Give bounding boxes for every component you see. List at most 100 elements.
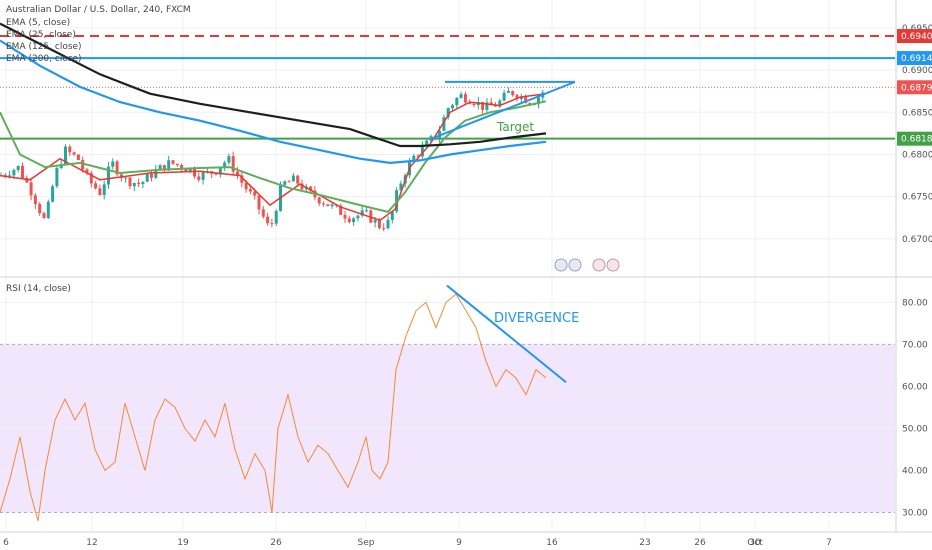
candle-body bbox=[412, 155, 416, 161]
legend-ema125[interactable]: EMA (125, close) bbox=[6, 42, 82, 52]
rsi-tick-label: 70.00 bbox=[902, 340, 928, 350]
rsi-line bbox=[0, 293, 547, 522]
candle-body bbox=[446, 108, 450, 118]
candle-body bbox=[85, 169, 89, 174]
price-label-bg bbox=[897, 131, 932, 146]
candle-body bbox=[68, 146, 72, 153]
rsi-tick-label: 50.00 bbox=[902, 424, 928, 434]
candle-body bbox=[442, 117, 446, 131]
candle-body bbox=[537, 97, 540, 105]
ema-line bbox=[0, 100, 547, 214]
divergence-annotation: DIVERGENCE bbox=[494, 311, 579, 326]
candle-body bbox=[188, 168, 192, 172]
legend-ema5[interactable]: EMA (5, close) bbox=[6, 18, 70, 28]
candle-body bbox=[300, 183, 304, 190]
rsi-grid bbox=[0, 301, 895, 514]
candle-body bbox=[274, 210, 278, 224]
price-label: 0.69142 bbox=[901, 54, 932, 64]
price-label: 0.69403 bbox=[901, 32, 932, 42]
event-flag-icon[interactable] bbox=[554, 258, 568, 272]
candle-body bbox=[42, 213, 46, 218]
candle-body bbox=[309, 186, 313, 191]
candle-body bbox=[128, 177, 132, 187]
candle-body bbox=[115, 161, 119, 175]
rsi-tick-label: 80.00 bbox=[902, 298, 928, 308]
rsi-panel[interactable]: DIVERGENCE RSI (14, close) 30.00 40.00 50.… bbox=[0, 284, 928, 522]
candle-body bbox=[261, 209, 265, 217]
candle-body bbox=[132, 182, 136, 187]
divergence-trendline bbox=[446, 284, 567, 384]
legend-ema25[interactable]: EMA (25, close) bbox=[6, 30, 76, 40]
candle-body bbox=[502, 92, 506, 101]
candle-body bbox=[253, 191, 257, 196]
candle-body bbox=[519, 96, 523, 100]
target-annotation: Target bbox=[496, 120, 534, 134]
triangle-bottom-line bbox=[429, 80, 576, 141]
candle-body bbox=[76, 154, 80, 161]
candle-body bbox=[8, 175, 12, 177]
triangle-pattern bbox=[429, 80, 576, 141]
rsi-legend[interactable]: RSI (14, close) bbox=[6, 284, 71, 294]
candle-body bbox=[481, 101, 485, 110]
candle-body bbox=[236, 171, 239, 176]
candle-body bbox=[472, 103, 476, 106]
candle-body bbox=[107, 166, 110, 185]
time-tick-label: 12 bbox=[86, 538, 97, 548]
event-flag-icon[interactable] bbox=[606, 258, 620, 272]
candle-body bbox=[322, 203, 325, 205]
time-tick-label: 23 bbox=[639, 538, 650, 548]
candle-body bbox=[29, 182, 33, 196]
candle-body bbox=[72, 152, 76, 155]
candle-body bbox=[506, 91, 510, 93]
candle-body bbox=[240, 175, 244, 183]
candle-body bbox=[171, 160, 175, 164]
time-tick-label: Oct bbox=[747, 538, 763, 548]
candle-body bbox=[365, 210, 368, 212]
candle-body bbox=[21, 165, 24, 178]
candle-body bbox=[94, 183, 98, 189]
candle-body bbox=[494, 105, 497, 107]
candle-body bbox=[33, 195, 37, 205]
candle-body bbox=[386, 219, 390, 229]
candle-body bbox=[420, 145, 424, 157]
time-tick-label: 7 bbox=[826, 538, 832, 548]
candle-body bbox=[227, 156, 231, 163]
candle-body bbox=[347, 218, 351, 223]
candle-body bbox=[463, 94, 467, 103]
legend-ema200[interactable]: EMA (200, close) bbox=[6, 54, 82, 64]
ema-series bbox=[0, 22, 547, 222]
ema-line bbox=[0, 39, 547, 165]
candle-body bbox=[390, 211, 394, 220]
candle-body bbox=[158, 165, 162, 170]
candle-body bbox=[81, 160, 85, 170]
time-tick-label: 9 bbox=[456, 538, 462, 548]
candle-body bbox=[89, 173, 93, 184]
candle-body bbox=[193, 168, 196, 177]
candle-body bbox=[218, 168, 222, 175]
price-label-bg bbox=[897, 80, 932, 95]
event-flag-icon[interactable] bbox=[592, 258, 606, 272]
candle-body bbox=[184, 168, 188, 172]
candle-body bbox=[257, 195, 261, 210]
candle-body bbox=[266, 216, 270, 224]
price-label-bg bbox=[897, 51, 932, 66]
candle-body bbox=[399, 183, 403, 191]
time-tick-label: 6 bbox=[3, 538, 9, 548]
candle-body bbox=[38, 204, 42, 214]
time-tick-label: Sep bbox=[358, 538, 375, 548]
candle-body bbox=[197, 176, 201, 180]
time-tick-label: 30 bbox=[749, 538, 761, 548]
candle-body bbox=[244, 182, 248, 190]
time-tick-label: 19 bbox=[177, 538, 189, 548]
event-flag-icon[interactable] bbox=[568, 258, 582, 272]
candle-body bbox=[12, 169, 16, 176]
rsi-series-line bbox=[0, 293, 547, 522]
candle-body bbox=[317, 197, 321, 204]
candle-body bbox=[360, 210, 364, 216]
candle-body bbox=[524, 96, 528, 104]
